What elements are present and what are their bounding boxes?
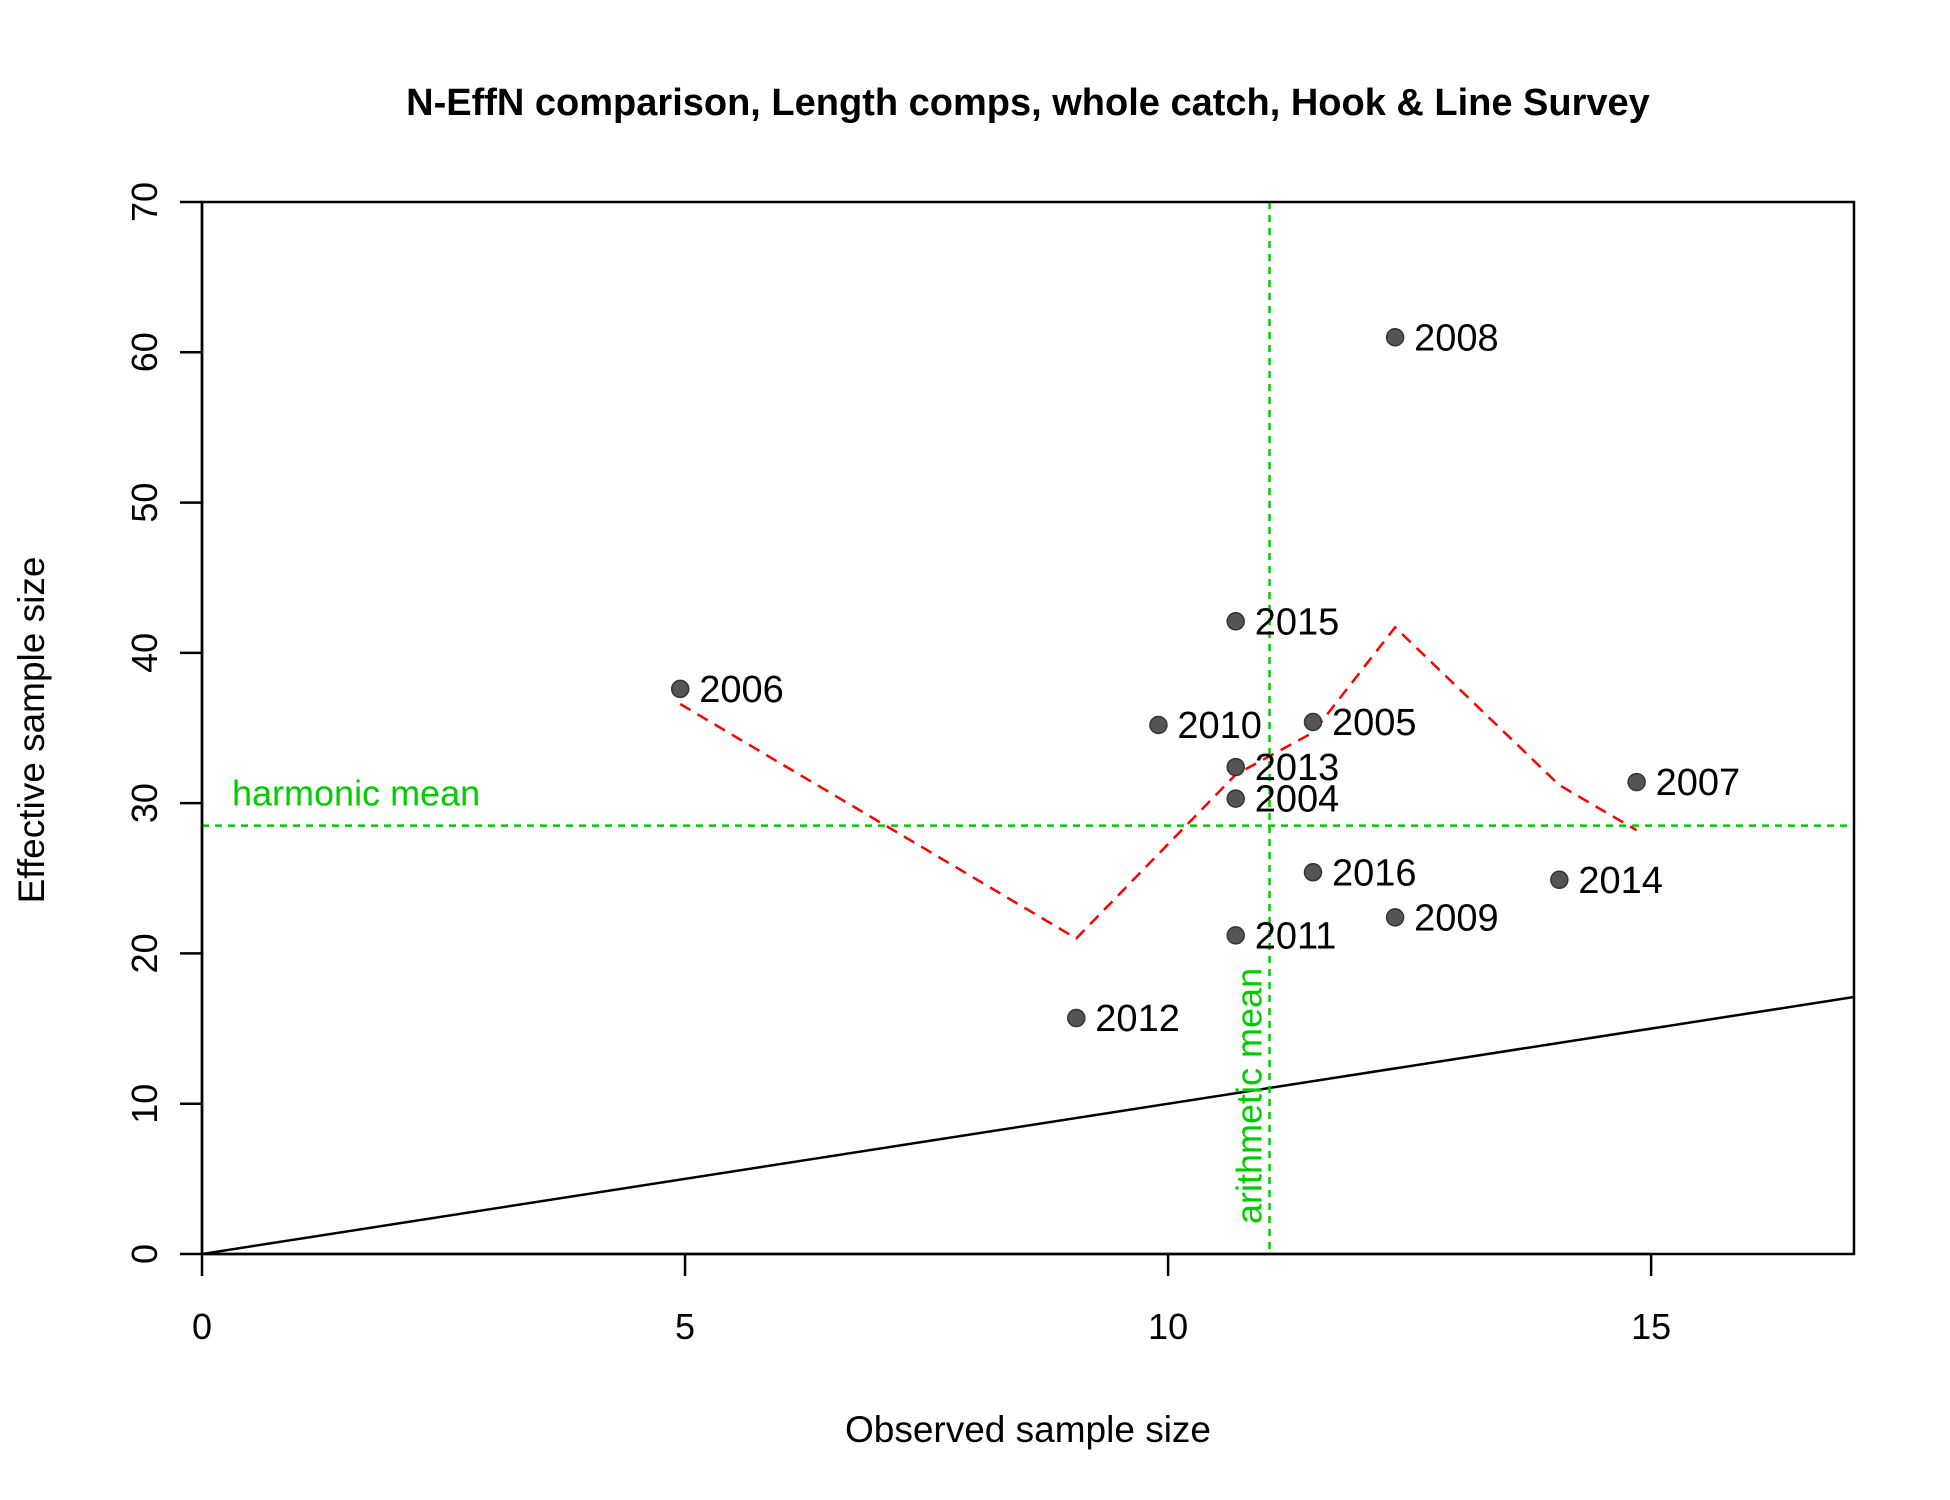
data-point-label: 2013 — [1255, 747, 1340, 789]
y-axis-label: Effective sample size — [11, 557, 52, 904]
data-point — [1550, 870, 1569, 890]
y-tick-label: 10 — [124, 1084, 165, 1124]
y-tick-label: 50 — [124, 483, 165, 523]
data-point-label: 2014 — [1578, 860, 1663, 902]
data-point-label: 2010 — [1177, 705, 1262, 747]
data-point — [1303, 863, 1323, 882]
data-point-label: 2006 — [699, 669, 784, 711]
data-point — [670, 679, 690, 699]
y-tick-label: 20 — [124, 933, 165, 973]
x-axis-label: Observed sample size — [845, 1409, 1211, 1450]
chart-title: N-EffN comparison, Length comps, whole c… — [406, 82, 1650, 124]
data-point — [1303, 712, 1323, 732]
data-point-label: 2012 — [1095, 998, 1180, 1040]
data-point-label: 2011 — [1255, 915, 1337, 957]
x-tick-label: 15 — [1631, 1306, 1671, 1347]
y-tick-label: 70 — [124, 182, 165, 222]
data-point-label: 2008 — [1414, 317, 1499, 359]
x-tick-label: 10 — [1148, 1306, 1188, 1347]
data-point — [1385, 328, 1405, 347]
data-point-label: 2004 — [1255, 779, 1340, 821]
data-point-label: 2016 — [1332, 852, 1417, 894]
y-tick-label: 30 — [124, 783, 165, 823]
x-tick-label: 0 — [192, 1306, 212, 1347]
plot-frame — [200, 200, 1856, 1256]
plot-area — [202, 202, 1854, 1254]
arithmetic-mean-label: arithmetic mean — [1229, 968, 1270, 1224]
data-point-label: 2007 — [1656, 762, 1741, 804]
y-tick-label: 60 — [124, 332, 165, 372]
data-point — [1226, 612, 1245, 631]
smoother-line — [679, 625, 1638, 940]
identity-line — [202, 995, 1854, 1254]
data-point — [1226, 789, 1245, 808]
data-point — [1067, 1008, 1086, 1028]
data-point — [1149, 715, 1168, 735]
y-tick-label: 40 — [124, 633, 165, 673]
data-point — [1627, 772, 1646, 792]
data-point — [1385, 908, 1405, 927]
data-point — [1226, 926, 1245, 945]
data-point — [1226, 757, 1245, 777]
data-point-label: 2005 — [1332, 702, 1417, 744]
y-tick-label: 0 — [124, 1244, 165, 1264]
x-tick-label: 5 — [675, 1306, 695, 1347]
harmonic-mean-label: harmonic mean — [232, 773, 480, 814]
data-point-label: 2015 — [1255, 601, 1340, 643]
data-point-label: 2009 — [1414, 897, 1499, 939]
